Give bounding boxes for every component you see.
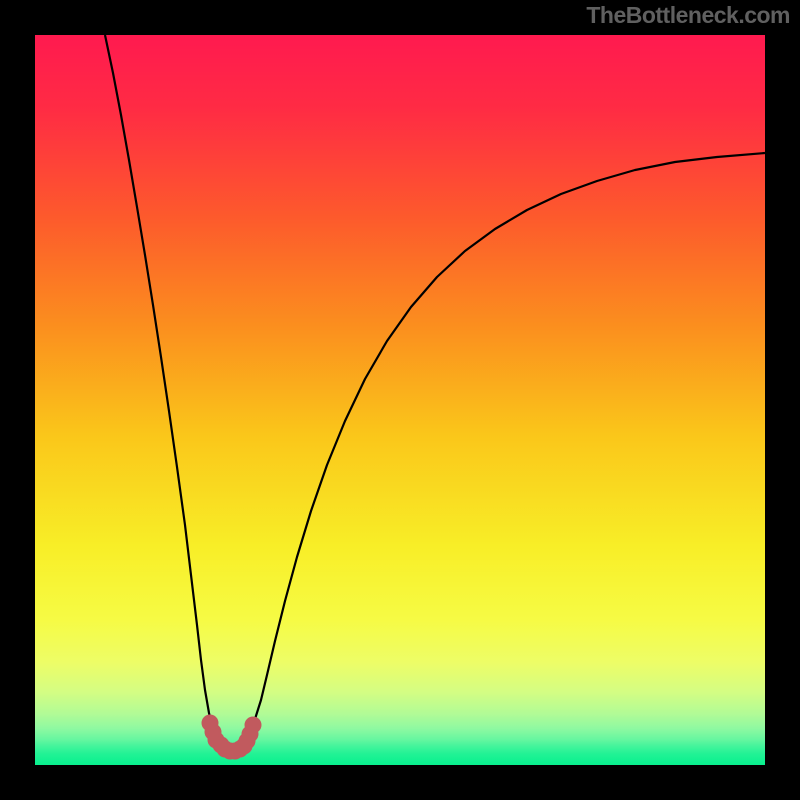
watermark-text: TheBottleneck.com <box>586 2 790 29</box>
gradient-background <box>35 35 765 765</box>
optimal-dot <box>245 717 262 734</box>
chart-container: TheBottleneck.com <box>0 0 800 800</box>
bottleneck-chart <box>0 0 800 800</box>
